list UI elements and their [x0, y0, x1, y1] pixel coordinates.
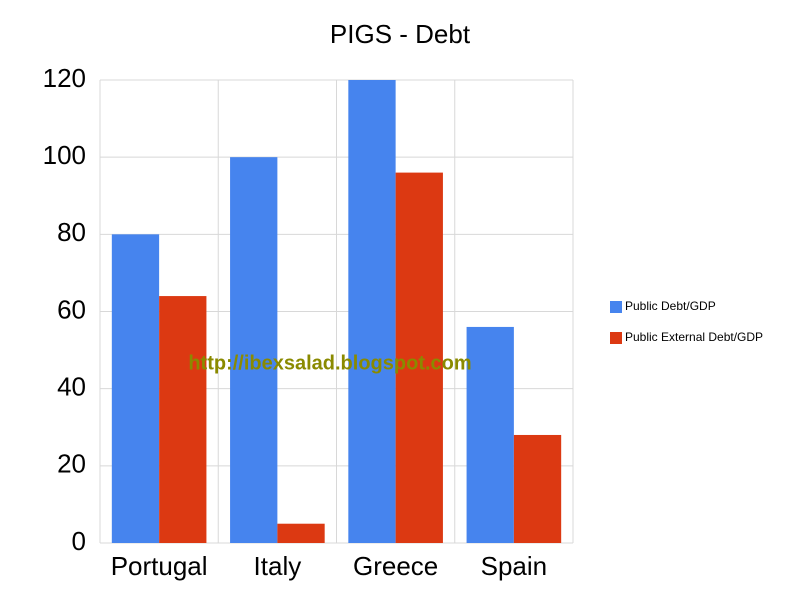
y-tick-label: 40: [57, 372, 86, 402]
x-tick-label: Italy: [254, 551, 302, 581]
y-tick-label: 0: [72, 526, 86, 556]
y-tick-label: 80: [57, 217, 86, 247]
bar: [348, 80, 396, 543]
bar: [466, 326, 514, 543]
x-tick-label: Portugal: [111, 551, 208, 581]
bar: [277, 523, 325, 543]
legend-label: Public External Debt/GDP: [625, 330, 763, 344]
x-tick-label: Spain: [481, 551, 548, 581]
chart-title: PIGS - Debt: [330, 19, 471, 49]
bar: [395, 172, 443, 543]
bar: [230, 157, 278, 543]
legend-swatch: [610, 301, 622, 313]
bar: [159, 296, 207, 543]
x-tick-label: Greece: [353, 551, 438, 581]
y-tick-label: 100: [43, 140, 86, 170]
legend-label: Public Debt/GDP: [625, 299, 716, 313]
y-tick-label: 120: [43, 63, 86, 93]
y-tick-label: 20: [57, 449, 86, 479]
watermark: http://ibexsalad.blogspot.com: [188, 352, 471, 374]
y-tick-label: 60: [57, 294, 86, 324]
bar: [513, 434, 562, 543]
bar: [111, 234, 160, 544]
legend-swatch: [610, 332, 622, 344]
